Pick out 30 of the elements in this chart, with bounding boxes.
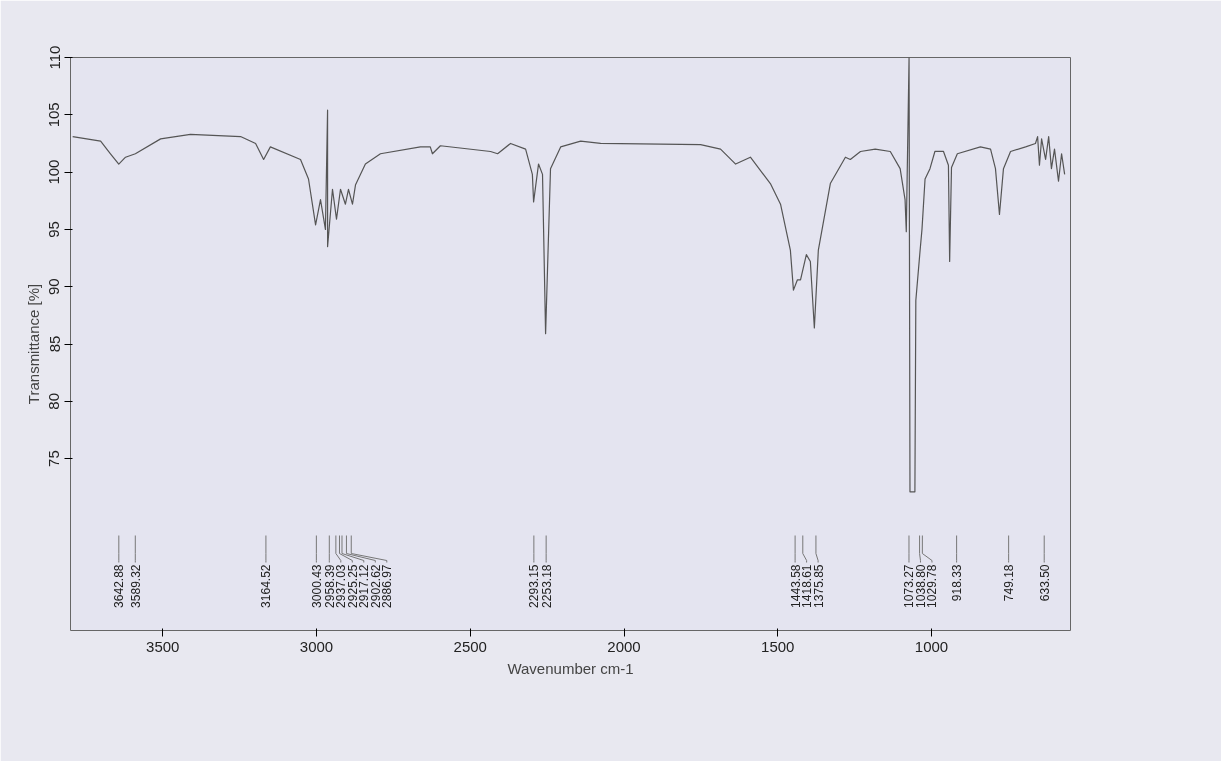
y-tick-label: 75 — [45, 450, 63, 467]
annotation: 2886.97 — [380, 564, 395, 608]
x-tick-label: 3500 — [146, 637, 180, 655]
annotation: 3589.32 — [128, 564, 143, 608]
y-tick-label: 100 — [45, 159, 63, 185]
y-axis-title: Transmittance [%] — [24, 283, 42, 405]
annotation: 1029.78 — [925, 564, 940, 608]
y-tick-label: 95 — [45, 221, 63, 238]
x-tick-label: 1000 — [914, 637, 949, 655]
annotation: 1443.58 — [788, 564, 803, 608]
y-tick-label: 85 — [45, 335, 63, 353]
annotation: 633.50 — [1037, 564, 1052, 602]
y-tick-label: 105 — [45, 102, 63, 128]
annotation: 3000.43 — [309, 564, 324, 608]
annotation: 2958.39 — [322, 564, 337, 608]
annotation: 2253.18 — [539, 564, 554, 608]
annotation: 2293.15 — [527, 564, 542, 608]
annotation: 749.18 — [1002, 564, 1017, 602]
annotation: 3642.88 — [112, 564, 127, 608]
x-tick-label: 2000 — [607, 637, 641, 655]
annotation: 918.33 — [950, 564, 965, 602]
y-tick-label: 110 — [45, 45, 63, 70]
x-tick-label: 1500 — [761, 637, 795, 655]
x-axis-title: Wavenumber cm-1 — [507, 659, 634, 677]
x-tick-label: 3000 — [299, 637, 334, 655]
annotation: 3164.52 — [259, 564, 274, 608]
line-series — [72, 57, 1066, 493]
y-tick-label: 90 — [45, 278, 63, 296]
x-tick-label: 2500 — [453, 637, 487, 655]
y-tick-label: 80 — [45, 392, 63, 410]
